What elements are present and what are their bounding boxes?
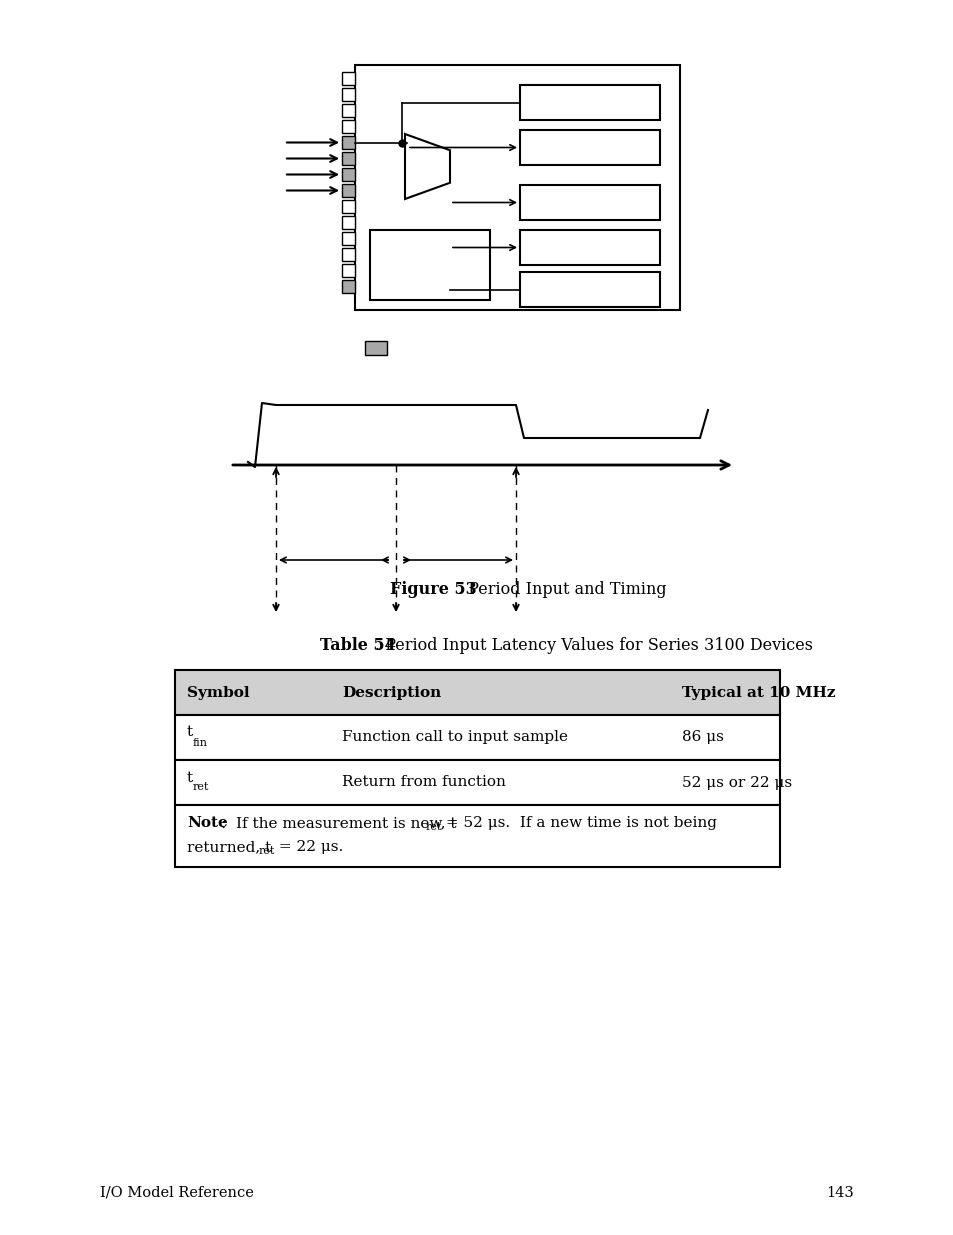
Bar [341,264,355,277]
Bar [174,671,780,715]
Text: = 52 μs.  If a new time is not being: = 52 μs. If a new time is not being [440,816,717,830]
Bar [341,88,355,101]
Bar [341,248,355,261]
Bar [355,65,679,310]
Text: . Period Input Latency Values for Series 3100 Devices: . Period Input Latency Values for Series… [375,636,812,653]
Text: t: t [187,771,193,784]
Text: ret: ret [426,823,442,832]
Bar [174,805,780,867]
Text: Figure 53: Figure 53 [390,582,476,599]
Text: Symbol: Symbol [187,685,250,699]
Text: ret: ret [193,783,209,793]
Text: . Period Input and Timing: . Period Input and Timing [457,582,666,599]
Text: Description: Description [341,685,441,699]
Text: Return from function: Return from function [341,776,505,789]
Bar [341,72,355,85]
Text: 52 μs or 22 μs: 52 μs or 22 μs [681,776,791,789]
Text: Table 54: Table 54 [319,636,395,653]
Bar [174,760,780,805]
Bar [370,230,490,300]
Bar [174,715,780,760]
Text: fin: fin [193,737,208,747]
Bar [341,136,355,149]
Bar [519,185,659,220]
Text: Note: Note [187,816,228,830]
Bar [341,184,355,198]
Bar [341,120,355,133]
Text: t: t [187,725,193,740]
Bar [341,232,355,245]
Bar [341,216,355,228]
Text: ret: ret [258,846,275,856]
Polygon shape [405,135,450,199]
Bar [341,168,355,182]
Bar [341,280,355,293]
Text: Typical at 10 MHz: Typical at 10 MHz [681,685,835,699]
Text: I/O Model Reference: I/O Model Reference [100,1186,253,1200]
Bar [341,200,355,212]
Bar [519,130,659,165]
Bar [519,230,659,266]
Text: Function call to input sample: Function call to input sample [341,730,567,745]
Text: :  If the measurement is new, t: : If the measurement is new, t [221,816,456,830]
Bar [341,104,355,117]
Text: 143: 143 [825,1186,853,1200]
Text: returned, t: returned, t [187,840,271,853]
Bar [341,152,355,165]
Bar [519,85,659,120]
Bar [519,272,659,308]
Text: 86 μs: 86 μs [681,730,723,745]
Bar [365,341,387,354]
Text: = 22 μs.: = 22 μs. [274,840,343,853]
